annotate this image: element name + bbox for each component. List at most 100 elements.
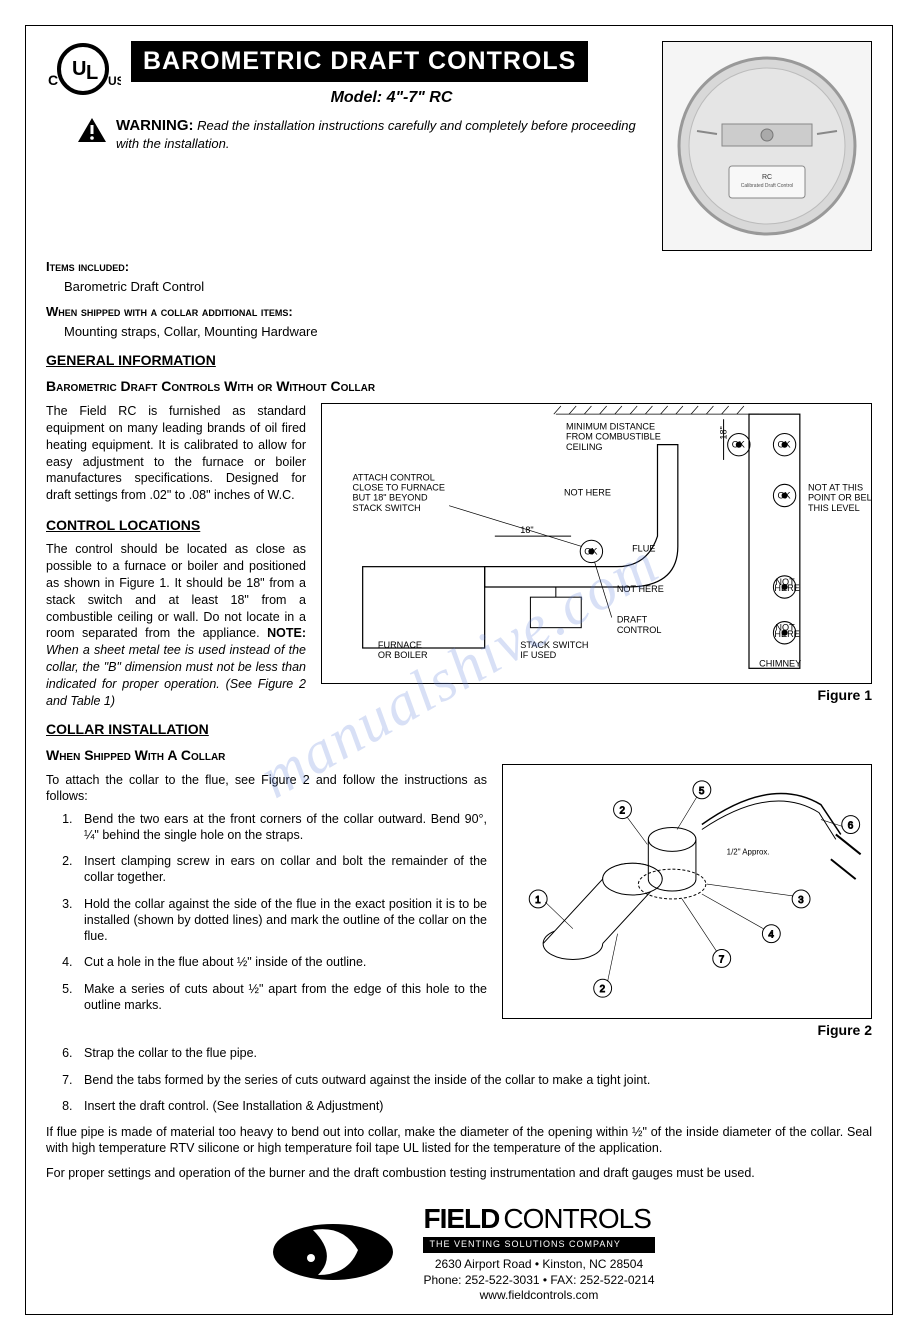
svg-text:CLOSE TO FURNACE: CLOSE TO FURNACE: [353, 482, 445, 492]
model-value: 4"-7" RC: [387, 89, 453, 106]
svg-text:OR BOILER: OR BOILER: [378, 650, 428, 660]
svg-text:C: C: [48, 72, 58, 88]
svg-text:7: 7: [719, 955, 725, 966]
svg-text:CEILING: CEILING: [566, 442, 603, 452]
collar-row: To attach the collar to the flue, see Fi…: [46, 764, 872, 1039]
svg-text:CHIMNEY: CHIMNEY: [759, 658, 801, 668]
control-locations-heading: CONTROL LOCATIONS: [46, 516, 306, 535]
step-6: Strap the collar to the flue pipe.: [76, 1045, 872, 1061]
header-left: U L C US BAROMETRIC DRAFT CONTROLS Model…: [46, 41, 652, 153]
svg-text:L: L: [86, 62, 98, 84]
svg-text:OK: OK: [732, 440, 745, 450]
svg-text:1/2" Approx.: 1/2" Approx.: [727, 847, 770, 856]
general-info-heading: GENERAL INFORMATION: [46, 351, 872, 369]
svg-text:2: 2: [620, 806, 626, 817]
items-included-text: Barometric Draft Control: [64, 279, 872, 296]
closing-p1: If flue pipe is made of material too hea…: [46, 1124, 872, 1157]
svg-text:4: 4: [768, 930, 774, 941]
collar-intro: To attach the collar to the flue, see Fi…: [46, 772, 487, 805]
figure2-label: Figure 2: [502, 1021, 872, 1039]
step-8: Insert the draft control. (See Installat…: [76, 1098, 872, 1114]
title-block: BAROMETRIC DRAFT CONTROLS Model: 4"-7" R…: [131, 41, 652, 108]
svg-text:BUT 18" BEYOND: BUT 18" BEYOND: [353, 493, 428, 503]
brand-bold: FIELD: [423, 1201, 499, 1237]
svg-text:U: U: [72, 58, 86, 80]
footer: FIELDCONTROLS THE VENTING SOLUTIONS COMP…: [46, 1201, 872, 1304]
control-loc-note-label: NOTE:: [267, 626, 306, 640]
svg-text:FURNACE: FURNACE: [378, 640, 422, 650]
figure2-box: 1 2 2 3 4 5 6 7: [502, 764, 872, 1019]
step-3: Hold the collar against the side of the …: [76, 896, 487, 945]
warning-row: WARNING: Read the installation instructi…: [76, 116, 652, 152]
svg-text:2: 2: [600, 984, 606, 995]
svg-text:DRAFT: DRAFT: [617, 615, 648, 625]
svg-text:RC: RC: [762, 174, 772, 181]
page-border: manualshive.com U L C US BAROMETRIC DRAF…: [25, 25, 893, 1315]
svg-text:NOT HERE: NOT HERE: [564, 487, 611, 497]
step-7: Bend the tabs formed by the series of cu…: [76, 1072, 872, 1088]
logo-title-row: U L C US BAROMETRIC DRAFT CONTROLS Model…: [46, 41, 652, 108]
general-info-para: The Field RC is furnished as standard eq…: [46, 403, 306, 504]
damper-photo-icon: RC Calibrated Draft Control: [667, 46, 867, 246]
collar-steps-cont: Strap the collar to the flue pipe. Bend …: [76, 1045, 872, 1114]
model-label: Model:: [331, 89, 383, 106]
svg-text:OK: OK: [584, 546, 597, 556]
figure2-wrap: 1 2 2 3 4 5 6 7: [502, 764, 872, 1039]
footer-text-block: FIELDCONTROLS THE VENTING SOLUTIONS COMP…: [423, 1201, 654, 1304]
svg-text:HERE: HERE: [774, 583, 799, 593]
footer-brand-row: FIELDCONTROLS: [423, 1201, 654, 1237]
svg-text:6: 6: [848, 821, 854, 832]
svg-text:NOT HERE: NOT HERE: [617, 584, 664, 594]
collar-steps-list: Bend the two ears at the front corners o…: [76, 811, 487, 1014]
figure2-diagram-icon: 1 2 2 3 4 5 6 7: [503, 765, 871, 1018]
svg-text:5: 5: [699, 786, 705, 797]
warning-text: WARNING: Read the installation instructi…: [116, 116, 652, 152]
general-info-subheading: Barometric Draft Controls With or Withou…: [46, 377, 872, 395]
svg-text:IF USED: IF USED: [520, 650, 556, 660]
additional-items-heading: When shipped with a collar additional it…: [46, 304, 872, 321]
svg-text:ATTACH CONTROL: ATTACH CONTROL: [353, 472, 435, 482]
general-info-col: The Field RC is furnished as standard eq…: [46, 403, 306, 710]
warning-body: Read the installation instructions caref…: [116, 118, 636, 151]
ul-logo-icon: U L C US: [46, 41, 121, 101]
warning-icon: [76, 116, 108, 144]
control-loc-note-text: When a sheet metal tee is used instead o…: [46, 643, 306, 708]
svg-text:STACK SWITCH: STACK SWITCH: [353, 503, 421, 513]
figure1-wrap: 18" 18" MINIMUM DISTANCE FROM COMBUSTIBL…: [321, 403, 872, 705]
footer-phone: Phone: 252-522-3031 • FAX: 252-522-0214: [423, 1273, 654, 1289]
svg-text:OK: OK: [777, 490, 790, 500]
warning-label: WARNING:: [116, 117, 194, 134]
collar-left-col: To attach the collar to the flue, see Fi…: [46, 764, 487, 1023]
svg-text:1: 1: [535, 895, 541, 906]
svg-text:18": 18": [719, 426, 729, 439]
collar-install-subheading: When Shipped With A Collar: [46, 746, 872, 764]
svg-text:STACK SWITCH: STACK SWITCH: [520, 640, 588, 650]
step-2: Insert clamping screw in ears on collar …: [76, 853, 487, 886]
svg-text:OK: OK: [777, 440, 790, 450]
brand-sub: THE VENTING SOLUTIONS COMPANY: [423, 1237, 654, 1253]
header-row: U L C US BAROMETRIC DRAFT CONTROLS Model…: [46, 41, 872, 251]
svg-text:MINIMUM DISTANCE: MINIMUM DISTANCE: [566, 421, 655, 431]
footer-logo-icon: [263, 1220, 403, 1285]
svg-text:18": 18": [520, 525, 533, 535]
svg-text:NOT AT THIS: NOT AT THIS: [808, 482, 863, 492]
svg-text:POINT OR BELOW: POINT OR BELOW: [808, 493, 871, 503]
svg-text:FLUE: FLUE: [632, 543, 655, 553]
collar-install-heading: COLLAR INSTALLATION: [46, 720, 872, 738]
svg-text:CONTROL: CONTROL: [617, 625, 662, 635]
general-info-row: The Field RC is furnished as standard eq…: [46, 403, 872, 710]
title-banner: BAROMETRIC DRAFT CONTROLS: [131, 41, 588, 82]
items-included-heading: Items included:: [46, 259, 872, 276]
svg-text:THIS LEVEL: THIS LEVEL: [808, 503, 860, 513]
svg-text:3: 3: [798, 895, 804, 906]
footer-addr: 2630 Airport Road • Kinston, NC 28504: [423, 1257, 654, 1273]
model-line: Model: 4"-7" RC: [131, 88, 652, 109]
additional-items-text: Mounting straps, Collar, Mounting Hardwa…: [64, 324, 872, 341]
figure1-label: Figure 1: [321, 686, 872, 704]
closing-p2: For proper settings and operation of the…: [46, 1165, 872, 1181]
svg-text:Calibrated Draft Control: Calibrated Draft Control: [741, 183, 794, 189]
step-5: Make a series of cuts about ½" apart fro…: [76, 981, 487, 1014]
svg-text:US: US: [108, 74, 121, 88]
step-1: Bend the two ears at the front corners o…: [76, 811, 487, 844]
control-locations-para: The control should be located as close a…: [46, 541, 306, 710]
